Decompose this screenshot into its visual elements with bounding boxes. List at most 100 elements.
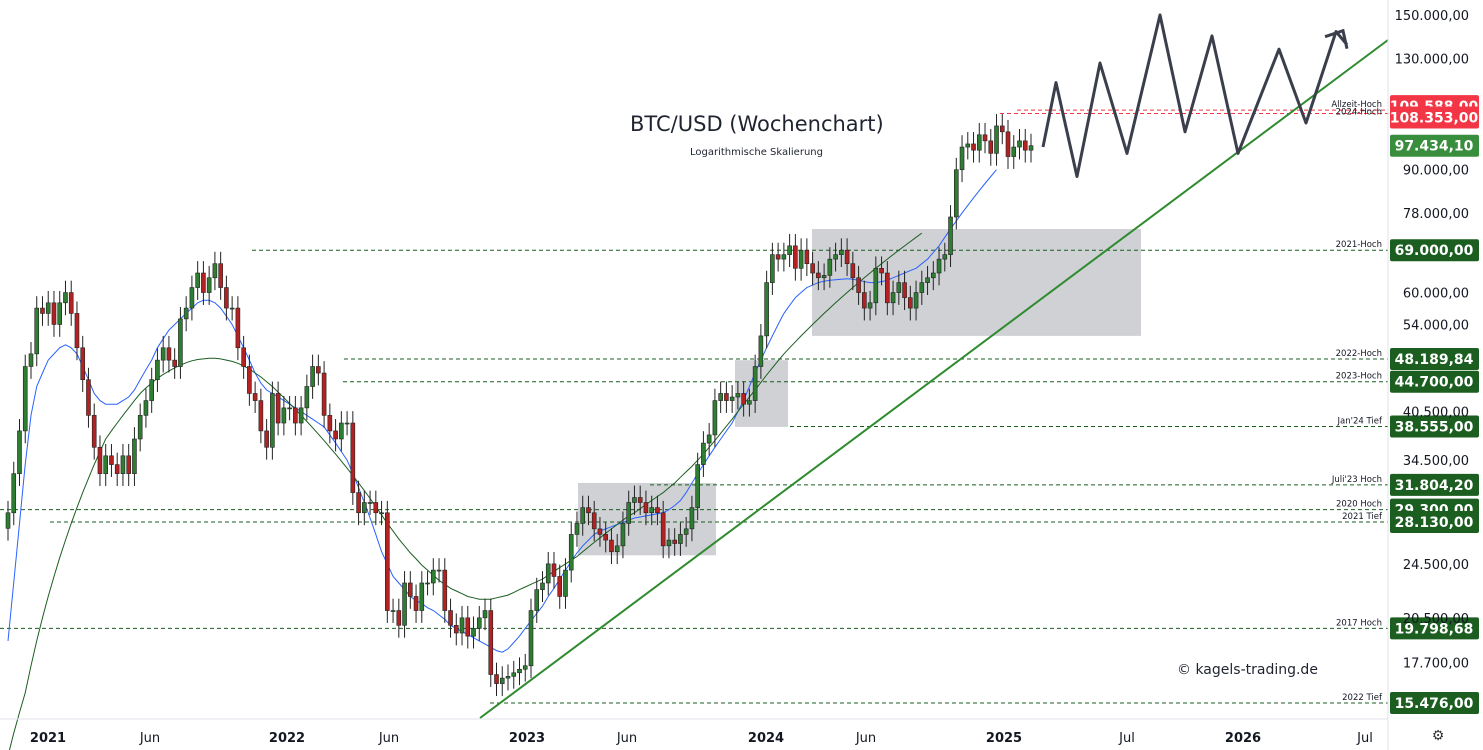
candle-body: [408, 582, 413, 597]
candle-body: [5, 512, 11, 529]
candle-body: [51, 302, 57, 325]
candle-body: [350, 422, 356, 493]
x-tick-label: 2023: [509, 731, 545, 746]
candle-body: [229, 307, 235, 310]
price-badge: [1390, 134, 1479, 157]
price-badge: [1390, 106, 1479, 129]
candle-body: [327, 415, 333, 432]
candle-body: [379, 512, 384, 515]
candle-body: [821, 275, 827, 279]
price-badge: [1390, 511, 1479, 534]
candle-body: [701, 442, 706, 465]
candle-body: [201, 272, 206, 293]
y-tick-label: 24.500,00: [1403, 558, 1469, 573]
y-tick-label: 40.500,00: [1403, 406, 1469, 421]
candle-body: [172, 359, 177, 367]
candle-body: [1022, 140, 1028, 151]
candle-body: [28, 353, 34, 367]
candle-body: [649, 507, 654, 514]
candle-body: [833, 254, 838, 260]
candle-body: [362, 502, 367, 514]
candle-body: [304, 386, 310, 409]
price-badge-label: 28.130,00: [1395, 515, 1474, 531]
candle-body: [890, 292, 896, 304]
candle-body: [660, 512, 666, 547]
candle-body: [155, 359, 160, 380]
candle-body: [430, 569, 436, 584]
moving-averages: [7, 169, 997, 750]
candle-body: [735, 393, 741, 398]
level-name-label: 2022-Hoch: [1336, 349, 1382, 359]
settings-gear-icon[interactable]: ⚙: [1431, 728, 1445, 744]
candle-body: [476, 617, 482, 629]
candle-body: [557, 576, 563, 597]
candle-body: [643, 502, 649, 514]
candle-body: [1005, 131, 1011, 157]
candle-body: [844, 249, 850, 264]
candle-body: [436, 569, 442, 572]
candle-body: [189, 287, 195, 309]
price-badge-label: 48.189,84: [1395, 352, 1474, 368]
candle-body: [741, 393, 746, 405]
candle-body: [873, 268, 879, 304]
candle-body: [132, 438, 137, 474]
candle-body: [333, 430, 338, 440]
candle-body: [827, 258, 833, 276]
candle-body: [511, 672, 517, 677]
x-tick-label: Jun: [616, 731, 637, 746]
level-name-label: 2017 Hoch: [1336, 618, 1382, 628]
candle-body: [212, 263, 218, 279]
candle-body: [620, 523, 626, 547]
candle-body: [247, 366, 252, 394]
level-lines: [0, 109, 1388, 704]
y-tick-label: 34.500,00: [1403, 454, 1469, 469]
candle-body: [22, 366, 28, 432]
candle-body: [930, 272, 936, 279]
x-tick-label: Jul: [1356, 731, 1373, 746]
candle-body: [321, 372, 327, 416]
time-axis: 2021 Jun 2022 Jun 2023 Jun 2024 Jun 2025 Jul 2026 J…: [0, 718, 1388, 746]
candle-body: [591, 512, 597, 530]
candle-body: [580, 507, 586, 524]
candle-body: [724, 393, 729, 401]
candle-body: [689, 507, 695, 530]
candle-body: [655, 507, 660, 514]
candle-body: [959, 146, 965, 171]
candle-body: [465, 617, 471, 637]
candle-body: [999, 125, 1005, 133]
candle-body: [488, 610, 494, 675]
candle-body: [40, 307, 45, 314]
candle-body: [402, 582, 407, 626]
candle-body: [729, 396, 735, 401]
candle-body: [764, 282, 769, 337]
ma-long-line: [8, 232, 923, 750]
candle-body: [976, 134, 982, 151]
level-name-label: Jan'24 Tief: [1337, 417, 1383, 427]
candle-body: [143, 400, 149, 416]
x-tick-label: Jun: [139, 731, 160, 746]
candle-body: [195, 272, 200, 288]
candle-body: [632, 497, 637, 503]
candle-body: [166, 347, 172, 361]
candle-body: [712, 400, 718, 436]
candle-body: [471, 628, 476, 637]
candle-body: [603, 534, 609, 541]
candle-body: [522, 665, 528, 670]
candle-body: [1028, 145, 1034, 151]
candle-body: [499, 677, 505, 684]
y-tick-label: 20.500,00: [1403, 612, 1469, 627]
candle-body: [385, 512, 390, 611]
candle-body: [103, 455, 109, 474]
price-badge: [1390, 692, 1479, 714]
trendline: [479, 39, 1389, 719]
candle-body: [298, 407, 304, 424]
candle-body: [971, 143, 976, 151]
x-tick-label: 2021: [30, 731, 66, 746]
candle-body: [913, 292, 919, 309]
x-tick-label: 2026: [1225, 731, 1261, 746]
candle-body: [885, 272, 890, 304]
candle-body: [74, 313, 80, 349]
candle-body: [419, 582, 425, 611]
candle-body: [442, 569, 448, 611]
